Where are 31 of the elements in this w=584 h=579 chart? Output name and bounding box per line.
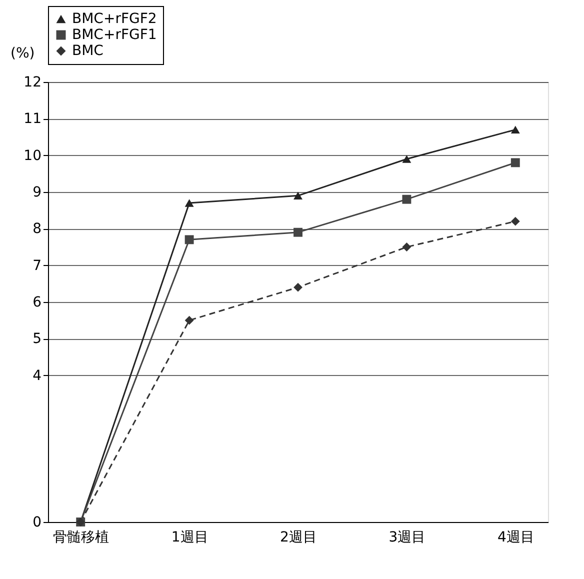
legend-label: BMC: [72, 43, 104, 59]
y-tick-label: 10: [24, 148, 42, 164]
point: [402, 155, 412, 163]
legend-label: BMC+rFGF1: [72, 27, 157, 43]
y-tick-label: 8: [32, 221, 42, 238]
y-tick-label: 7: [32, 258, 42, 274]
x-tick-label: 骨髄移植: [53, 530, 110, 546]
point: [402, 242, 412, 252]
y-axis-title: (%): [10, 46, 35, 62]
point: [510, 126, 520, 134]
y-tick-label: 6: [32, 294, 42, 310]
y-tick-label: 4: [32, 368, 42, 384]
point: [184, 316, 194, 325]
point: [294, 228, 302, 237]
point: [510, 158, 520, 168]
point: [184, 235, 194, 244]
point: [294, 282, 302, 292]
point: [402, 194, 412, 204]
legend-label: BMC+rFGF2: [72, 11, 157, 27]
x-tick-label: 4週目: [497, 530, 534, 546]
y-tick-label: 11: [24, 111, 42, 128]
x-tick-label: 2週目: [280, 530, 317, 546]
x-tick-label: 3週目: [388, 530, 426, 546]
y-tick-label: 5: [32, 331, 42, 348]
point: [184, 199, 194, 207]
y-tick-label: 0: [32, 514, 42, 530]
x-tick-label: 1週目: [171, 530, 208, 546]
point: [510, 216, 520, 226]
y-tick-label: 9: [32, 184, 42, 200]
point: [294, 192, 302, 200]
y-tick-label: 12: [24, 74, 42, 90]
